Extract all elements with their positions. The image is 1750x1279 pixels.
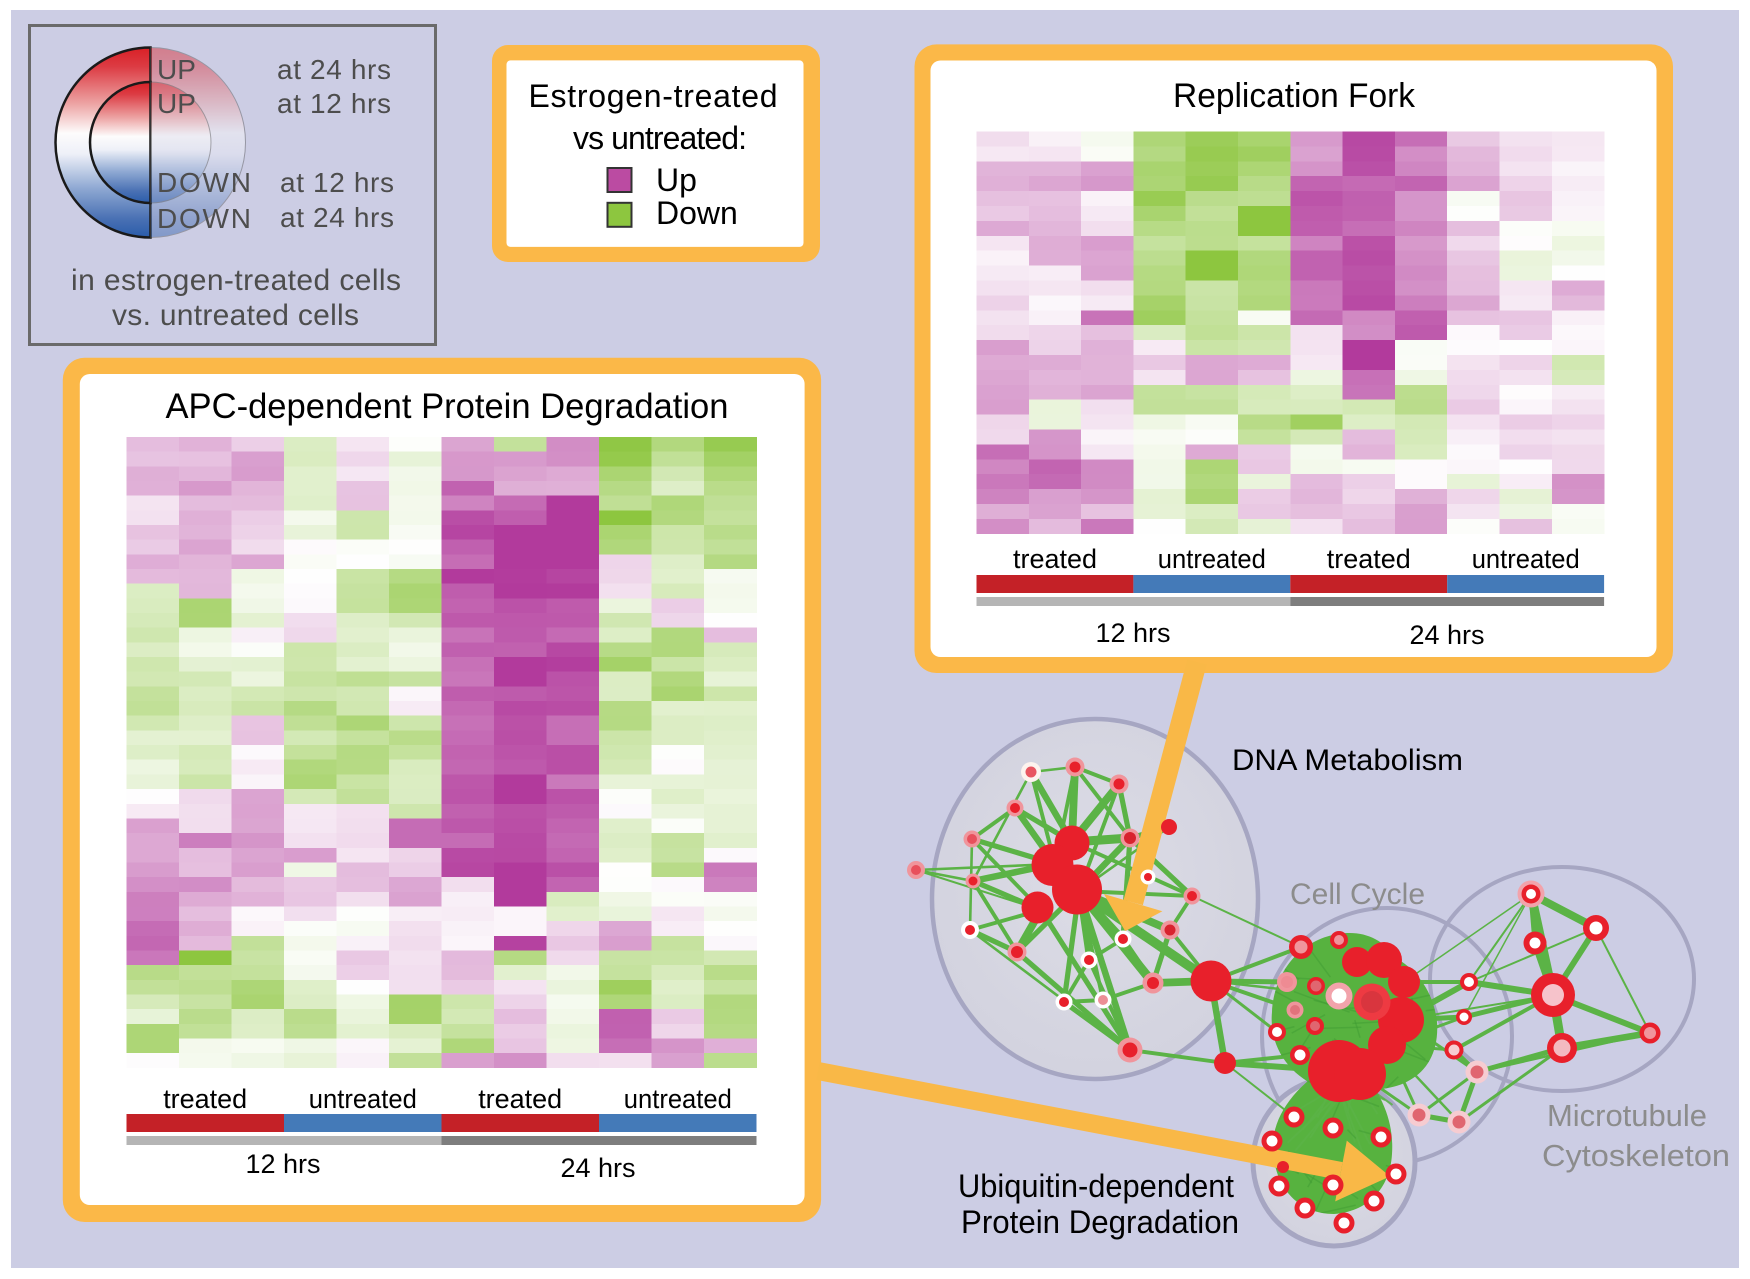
svg-text:UP: UP	[157, 54, 196, 85]
svg-text:Cytoskeleton: Cytoskeleton	[1542, 1138, 1730, 1173]
svg-text:at 12 hrs: at 12 hrs	[280, 167, 394, 198]
svg-text:Estrogen-treated: Estrogen-treated	[529, 78, 778, 114]
svg-text:Protein Degradation: Protein Degradation	[961, 1204, 1239, 1240]
svg-text:Up: Up	[656, 162, 697, 198]
svg-text:untreated: untreated	[309, 1084, 417, 1114]
svg-text:untreated: untreated	[624, 1084, 732, 1114]
svg-text:Cell Cycle: Cell Cycle	[1290, 878, 1425, 911]
svg-text:at 24 hrs: at 24 hrs	[280, 202, 394, 233]
svg-text:12 hrs: 12 hrs	[245, 1149, 320, 1179]
svg-text:24 hrs: 24 hrs	[1409, 620, 1484, 650]
svg-text:treated: treated	[1013, 544, 1097, 574]
svg-text:DOWN: DOWN	[157, 167, 251, 198]
svg-text:UP: UP	[157, 88, 196, 119]
svg-text:DOWN: DOWN	[157, 203, 251, 234]
svg-text:vs untreated:: vs untreated:	[573, 120, 747, 156]
svg-text:untreated: untreated	[1158, 544, 1266, 574]
svg-text:24 hrs: 24 hrs	[560, 1153, 635, 1183]
svg-text:treated: treated	[1327, 544, 1411, 574]
svg-text:at 24 hrs: at 24 hrs	[277, 54, 391, 85]
svg-text:Ubiquitin-dependent: Ubiquitin-dependent	[958, 1168, 1234, 1204]
svg-text:in estrogen-treated cells: in estrogen-treated cells	[71, 264, 401, 297]
svg-text:DNA Metabolism: DNA Metabolism	[1232, 744, 1463, 777]
svg-text:APC-dependent Protein Degradat: APC-dependent Protein Degradation	[166, 387, 729, 426]
svg-text:12 hrs: 12 hrs	[1095, 618, 1170, 648]
svg-text:untreated: untreated	[1472, 544, 1580, 574]
svg-text:at 12 hrs: at 12 hrs	[277, 88, 391, 119]
svg-text:Down: Down	[656, 195, 738, 231]
svg-text:Replication Fork: Replication Fork	[1173, 77, 1416, 115]
svg-text:vs. untreated cells: vs. untreated cells	[112, 299, 359, 332]
svg-text:Microtubule: Microtubule	[1547, 1098, 1707, 1133]
svg-text:treated: treated	[163, 1084, 247, 1114]
svg-text:treated: treated	[478, 1084, 562, 1114]
